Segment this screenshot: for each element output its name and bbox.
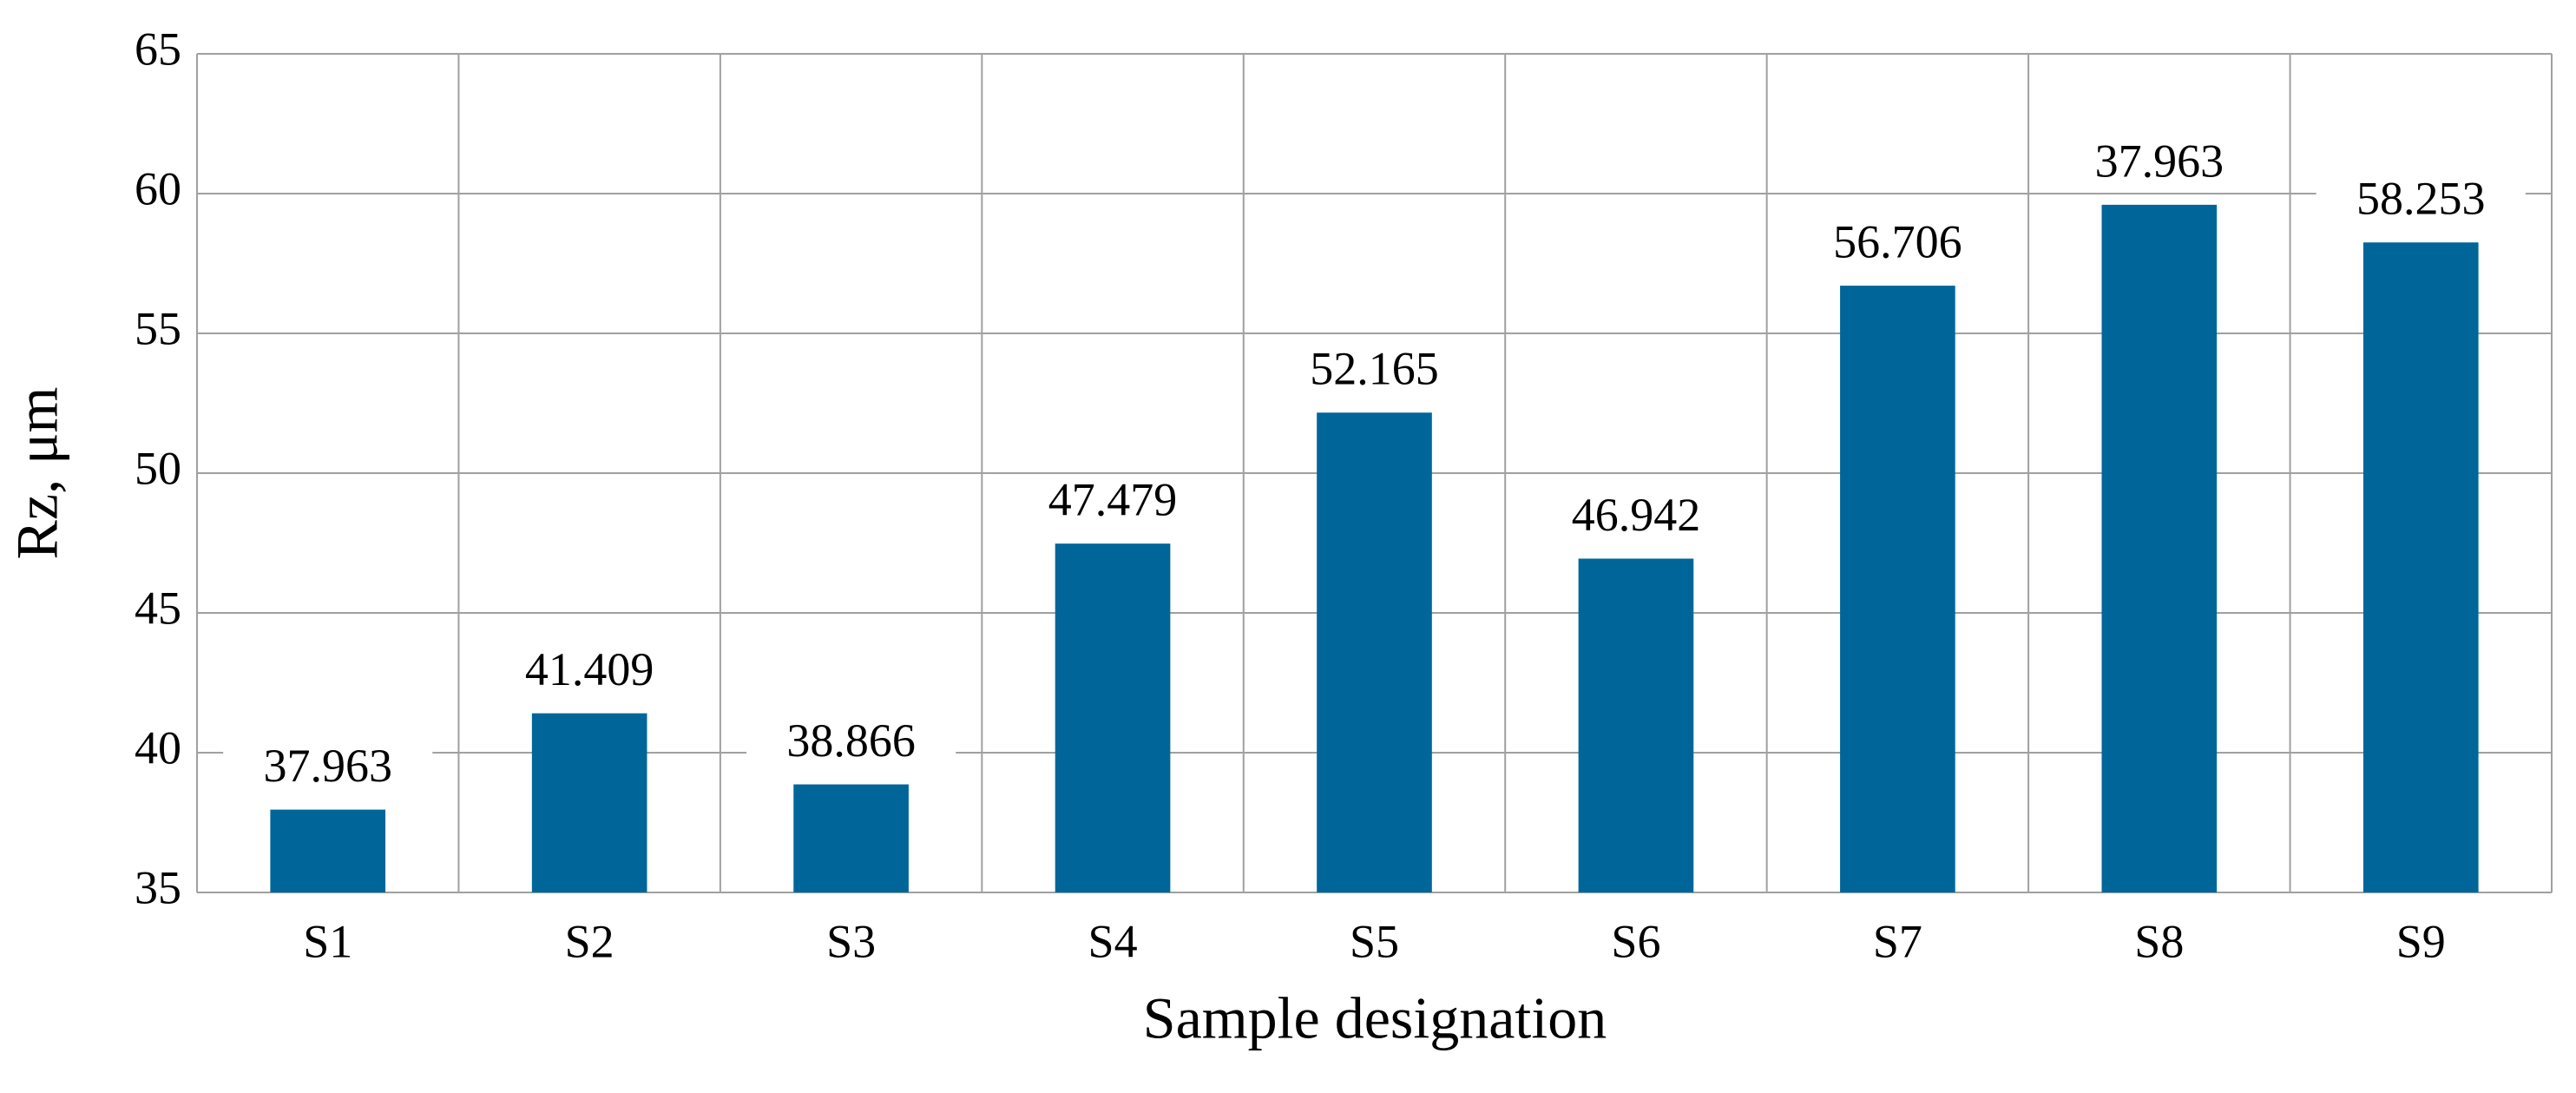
value-label: 58.253 [2356, 173, 2486, 225]
value-label: 38.866 [786, 714, 916, 767]
x-tick-label: S6 [1611, 915, 1660, 967]
bar [1055, 543, 1171, 892]
y-tick-label: 65 [135, 23, 181, 75]
value-label-bg [1531, 493, 1741, 546]
y-tick-label: 35 [135, 861, 181, 913]
value-label: 41.409 [525, 643, 654, 695]
x-tick-label: S5 [1350, 915, 1399, 967]
value-label-bg [1792, 221, 2002, 273]
y-tick-label: 55 [135, 302, 181, 354]
value-label-bg [484, 648, 694, 701]
bar [1578, 558, 1694, 892]
bar [793, 784, 909, 892]
bar [1317, 412, 1432, 892]
x-tick-label: S3 [826, 915, 876, 967]
x-tick-label: S2 [565, 915, 614, 967]
value-label: 37.963 [2095, 135, 2224, 187]
y-tick-label: 60 [135, 162, 181, 214]
x-tick-label: S4 [1088, 915, 1138, 967]
value-label-bg [223, 744, 433, 797]
value-label-bg [2054, 139, 2264, 192]
bar [2362, 242, 2479, 892]
x-tick-label: S7 [1873, 915, 1922, 967]
value-label: 56.706 [1833, 215, 1962, 267]
value-label-bg [1269, 347, 1480, 400]
x-axis-title: Sample designation [1143, 985, 1607, 1051]
x-tick-label: S8 [2134, 915, 2184, 967]
value-label-bg [2316, 177, 2526, 230]
y-axis-title: Rz, μm [4, 387, 70, 560]
x-tick-label: S1 [303, 915, 352, 967]
value-label: 47.479 [1048, 474, 1178, 526]
value-label: 46.942 [1572, 489, 1701, 541]
value-label: 37.963 [263, 740, 392, 792]
bar [531, 713, 647, 892]
value-label: 52.165 [1310, 343, 1439, 395]
x-tick-label: S9 [2396, 915, 2446, 967]
bar [1840, 286, 1955, 893]
y-tick-label: 40 [135, 721, 181, 774]
bar [270, 809, 386, 892]
value-label-bg [1008, 478, 1218, 531]
value-label-bg [746, 719, 956, 772]
y-tick-label: 50 [135, 442, 181, 494]
y-tick-label: 45 [135, 582, 181, 634]
bar [2101, 204, 2218, 892]
